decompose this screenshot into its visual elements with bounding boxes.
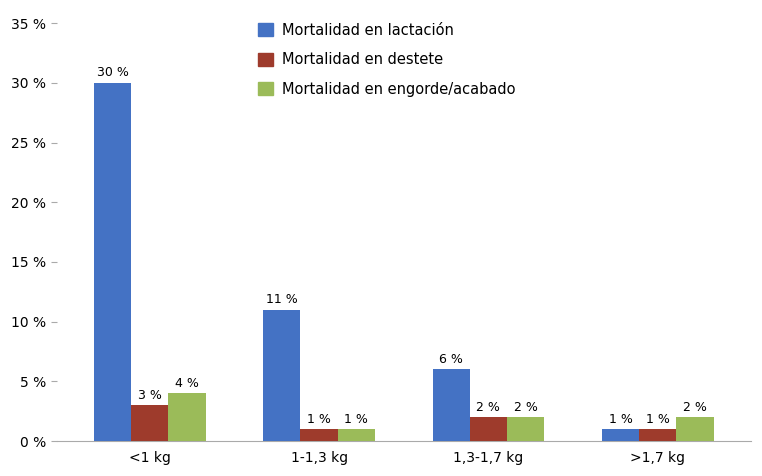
Text: 1 %: 1 % <box>344 413 368 426</box>
Bar <box>602 429 639 441</box>
Bar <box>338 429 375 441</box>
Text: 11 %: 11 % <box>266 293 298 306</box>
Text: 1 %: 1 % <box>609 413 632 426</box>
Bar <box>507 417 544 441</box>
Bar <box>168 393 206 441</box>
Bar <box>263 310 300 441</box>
Text: 3 %: 3 % <box>138 389 162 402</box>
Text: 2 %: 2 % <box>514 401 538 414</box>
Text: 2 %: 2 % <box>683 401 707 414</box>
Text: 4 %: 4 % <box>175 377 199 390</box>
Legend: Mortalidad en lactación, Mortalidad en destete, Mortalidad en engorde/acabado: Mortalidad en lactación, Mortalidad en d… <box>258 23 515 97</box>
Bar <box>470 417 507 441</box>
Bar <box>94 83 131 441</box>
Bar <box>639 429 677 441</box>
Text: 6 %: 6 % <box>439 353 463 366</box>
Bar <box>300 429 338 441</box>
Bar <box>677 417 714 441</box>
Text: 2 %: 2 % <box>476 401 501 414</box>
Bar <box>433 369 470 441</box>
Text: 1 %: 1 % <box>307 413 331 426</box>
Bar <box>131 406 168 441</box>
Text: 1 %: 1 % <box>646 413 670 426</box>
Text: 30 %: 30 % <box>97 66 129 79</box>
